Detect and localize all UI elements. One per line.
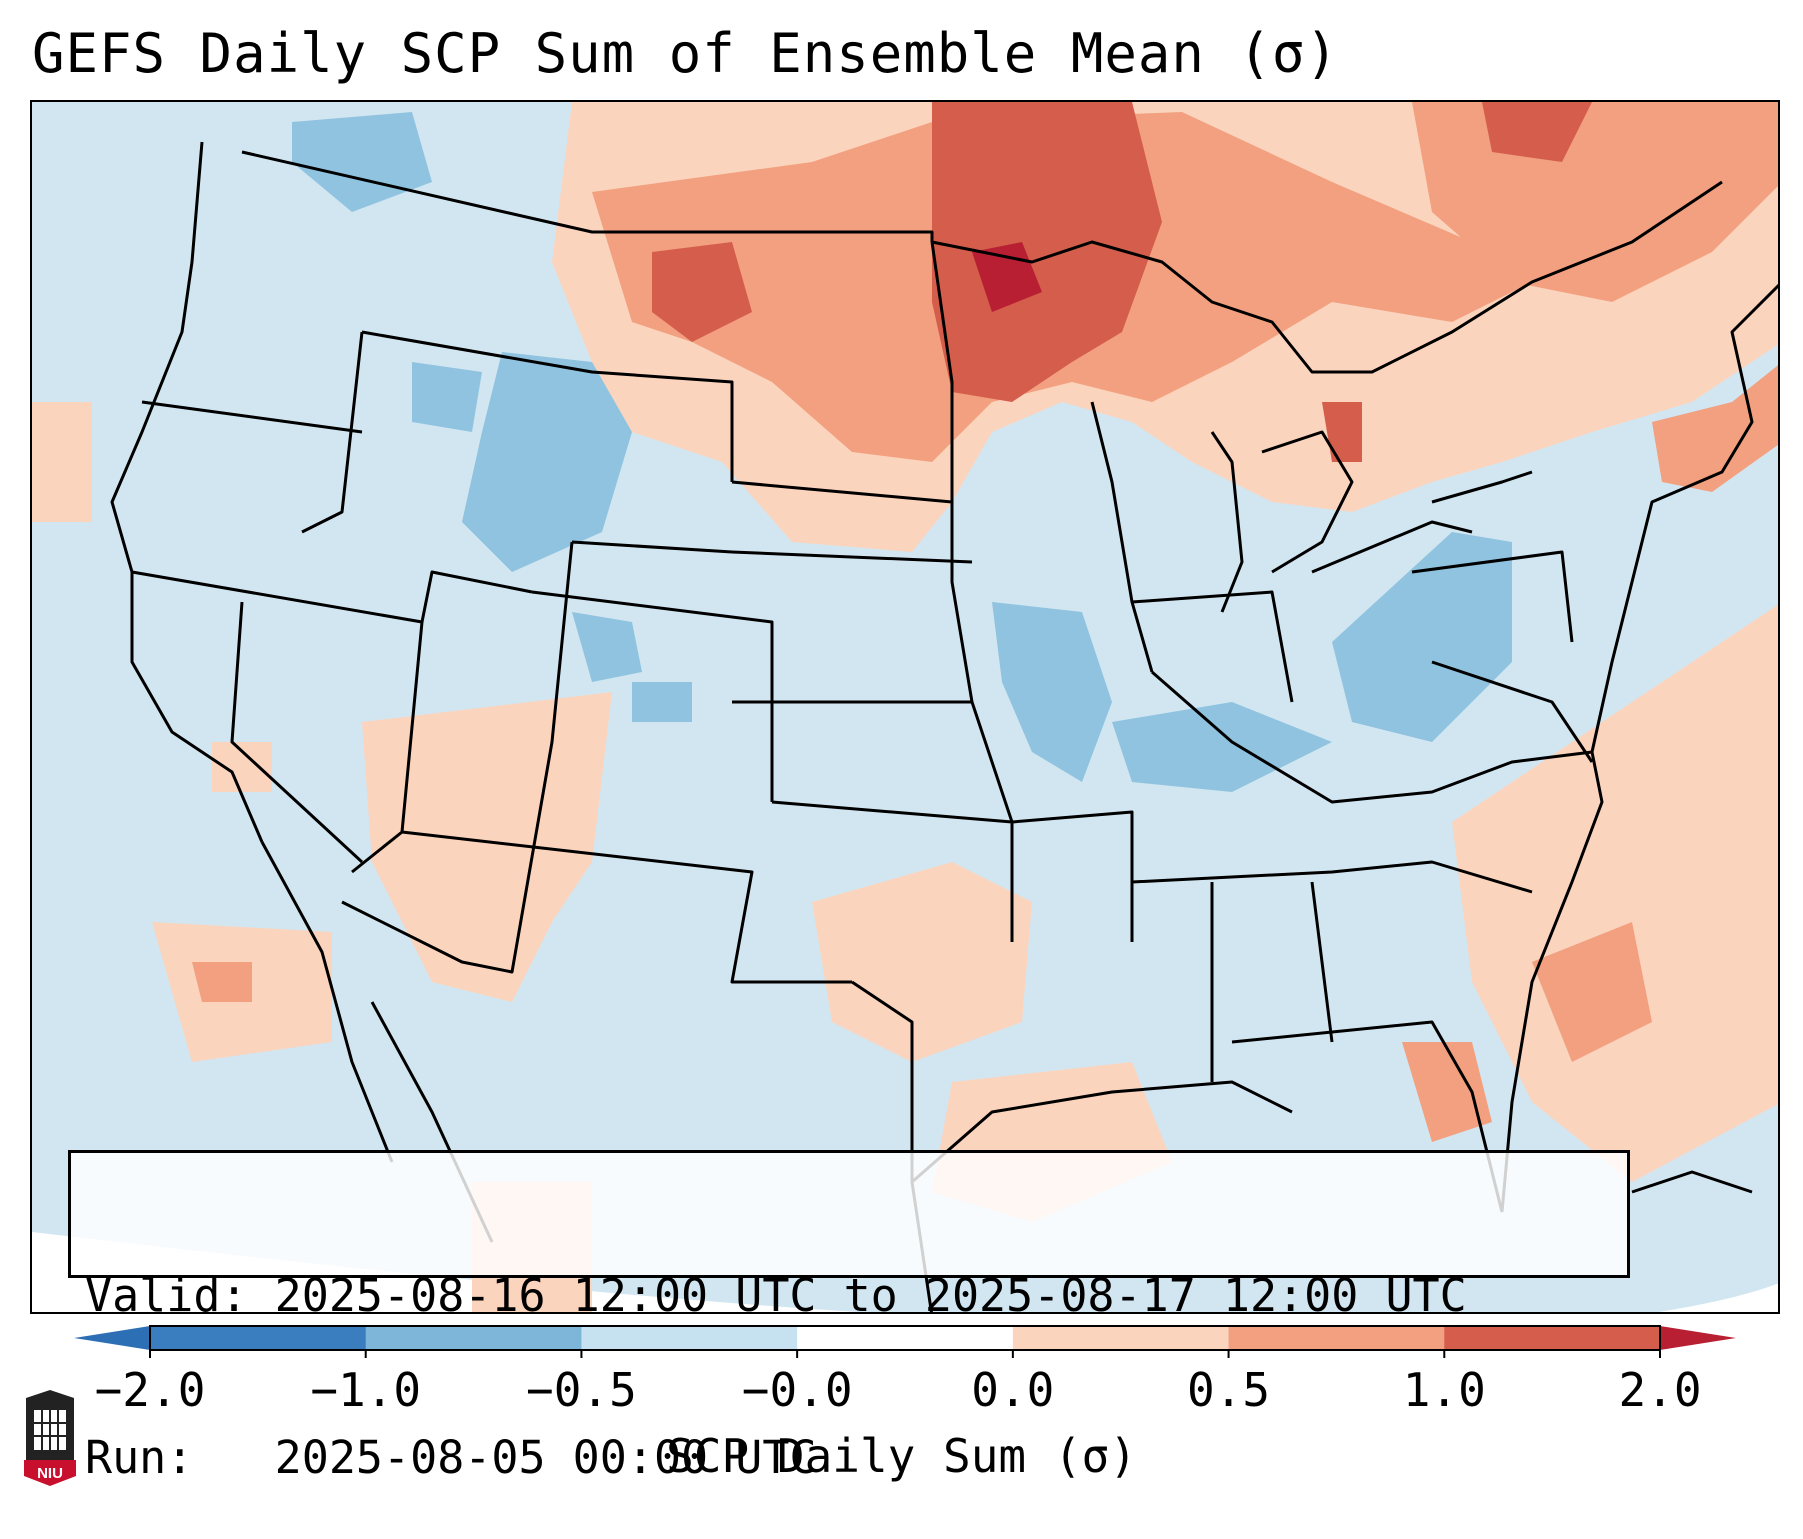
anomaly-negative-id xyxy=(412,362,482,432)
forecast-map xyxy=(30,100,1780,1314)
line-az-nm-tx xyxy=(401,830,852,984)
line-tn-ms-al xyxy=(1131,860,1533,894)
line-ne-ia-mo xyxy=(731,480,1014,823)
line-nv-ca xyxy=(230,601,364,864)
cuba-coastline xyxy=(1631,1170,1753,1194)
anomaly-negative-va xyxy=(1332,532,1512,742)
line-co-nm xyxy=(531,590,774,802)
border-us-canada-east xyxy=(931,180,1723,374)
anomaly-mid-baja xyxy=(192,962,252,1002)
run-label: Run: xyxy=(85,1431,194,1484)
anomaly-negative-co2 xyxy=(632,682,692,722)
lake-erie-shore xyxy=(1311,520,1473,574)
west-coastline xyxy=(110,141,264,843)
anomaly-mid-atlantic xyxy=(1532,922,1652,1062)
valid-label: Valid: xyxy=(85,1269,248,1322)
border-us-canada-west xyxy=(241,150,934,242)
line-va-nc xyxy=(1431,660,1594,763)
run-row: Run: 2025-08-05 00:00 UTC xyxy=(85,1431,1613,1485)
colorbar-segment xyxy=(797,1326,1014,1350)
colorbar-tick-lines xyxy=(149,1350,1661,1358)
anomaly-negative-mo xyxy=(992,602,1112,782)
line-ne-sd xyxy=(731,550,973,564)
line-or-wa xyxy=(141,400,363,434)
valid-row: Valid: 2025-08-16 12:00 UTC to 2025-08-1… xyxy=(85,1269,1613,1323)
anomaly-positive-westcoast xyxy=(32,402,92,522)
line-az-nm xyxy=(341,541,574,974)
colorbar-tick-label: 0.0 xyxy=(971,1363,1055,1417)
anomaly-strong-mt xyxy=(652,242,752,342)
colorbar-tick-label: −0.5 xyxy=(526,1363,637,1417)
run-value: 2025-08-05 00:00 UTC xyxy=(274,1431,817,1484)
logo-text: NIU xyxy=(37,1465,63,1482)
projection-edge-right xyxy=(1658,1283,1778,1312)
colorbar-segment xyxy=(365,1326,582,1350)
colorbar-outline xyxy=(149,1325,1661,1351)
logo-shield xyxy=(24,1460,76,1486)
valid-value: 2025-08-16 12:00 UTC to 2025-08-17 12:00… xyxy=(274,1269,1467,1322)
colorbar-segment xyxy=(1012,1326,1230,1350)
anomaly-mid-fl xyxy=(1402,1042,1492,1142)
line-ok-ar xyxy=(1011,810,1134,942)
colorbar-segment xyxy=(150,1326,367,1350)
lake-ontario-shore xyxy=(1431,470,1533,504)
niu-logo: NIU xyxy=(24,1390,76,1486)
colorbar-segment xyxy=(1228,1326,1445,1350)
lake-huron-shore xyxy=(1261,430,1354,574)
line-wy-ne xyxy=(571,540,733,554)
line-pa-md xyxy=(1411,550,1574,643)
colorbar xyxy=(74,1325,1736,1358)
logo-window-grid xyxy=(34,1410,66,1450)
colorbar-tick-label: 1.0 xyxy=(1402,1363,1486,1417)
anomaly-positive-socal xyxy=(212,742,272,792)
map-canvas xyxy=(32,102,1778,1312)
valid-info-box: Valid: 2025-08-16 12:00 UTC to 2025-08-1… xyxy=(68,1150,1630,1484)
colorbar-tick-label: 2.0 xyxy=(1618,1363,1702,1417)
line-al-ga xyxy=(1310,881,1334,1043)
anomaly-positive-atlantic xyxy=(1452,604,1778,1182)
colorbar-extend-low xyxy=(74,1326,150,1350)
colorbar-extend-high xyxy=(1660,1326,1736,1350)
line-ky-tn xyxy=(1151,670,1593,804)
colorbar-tick-label: −1.0 xyxy=(310,1363,422,1417)
colorbar-segment xyxy=(581,1326,798,1350)
anomaly-strong-mn xyxy=(932,102,1162,402)
line-nd-mn xyxy=(930,241,954,502)
colorbar-tick-label: −0.0 xyxy=(741,1363,853,1417)
line-wi-il xyxy=(1090,401,1154,673)
baja-coastline xyxy=(260,841,394,1163)
map-title: GEFS Daily SCP Sum of Ensemble Mean (σ) xyxy=(32,22,1339,85)
anomaly-negative-co xyxy=(572,612,642,682)
colorbar-segment xyxy=(1444,1326,1661,1350)
gulf-coastline xyxy=(911,1080,1293,1184)
anomaly-negative-wy xyxy=(462,352,632,572)
line-ca-nv-ut xyxy=(131,570,533,624)
lake-michigan-shore xyxy=(1210,431,1244,613)
anomaly-positive-az xyxy=(362,692,612,1002)
colorbar-tick-label: 0.5 xyxy=(1187,1363,1271,1417)
east-coastline xyxy=(1500,283,1778,1213)
anomaly-strong-quebec xyxy=(1482,102,1592,162)
line-or-id xyxy=(301,331,364,534)
colorbar-tick-label: −2.0 xyxy=(94,1363,206,1417)
anomaly-positive-tx xyxy=(812,862,1032,1062)
colorbar-segments xyxy=(150,1326,1661,1350)
projection-edge-left xyxy=(32,1232,859,1312)
line-il-in xyxy=(1131,590,1294,703)
line-mt-wy xyxy=(361,330,734,482)
colorbar-label: SCP Daily Sum (σ) xyxy=(666,1429,1137,1483)
